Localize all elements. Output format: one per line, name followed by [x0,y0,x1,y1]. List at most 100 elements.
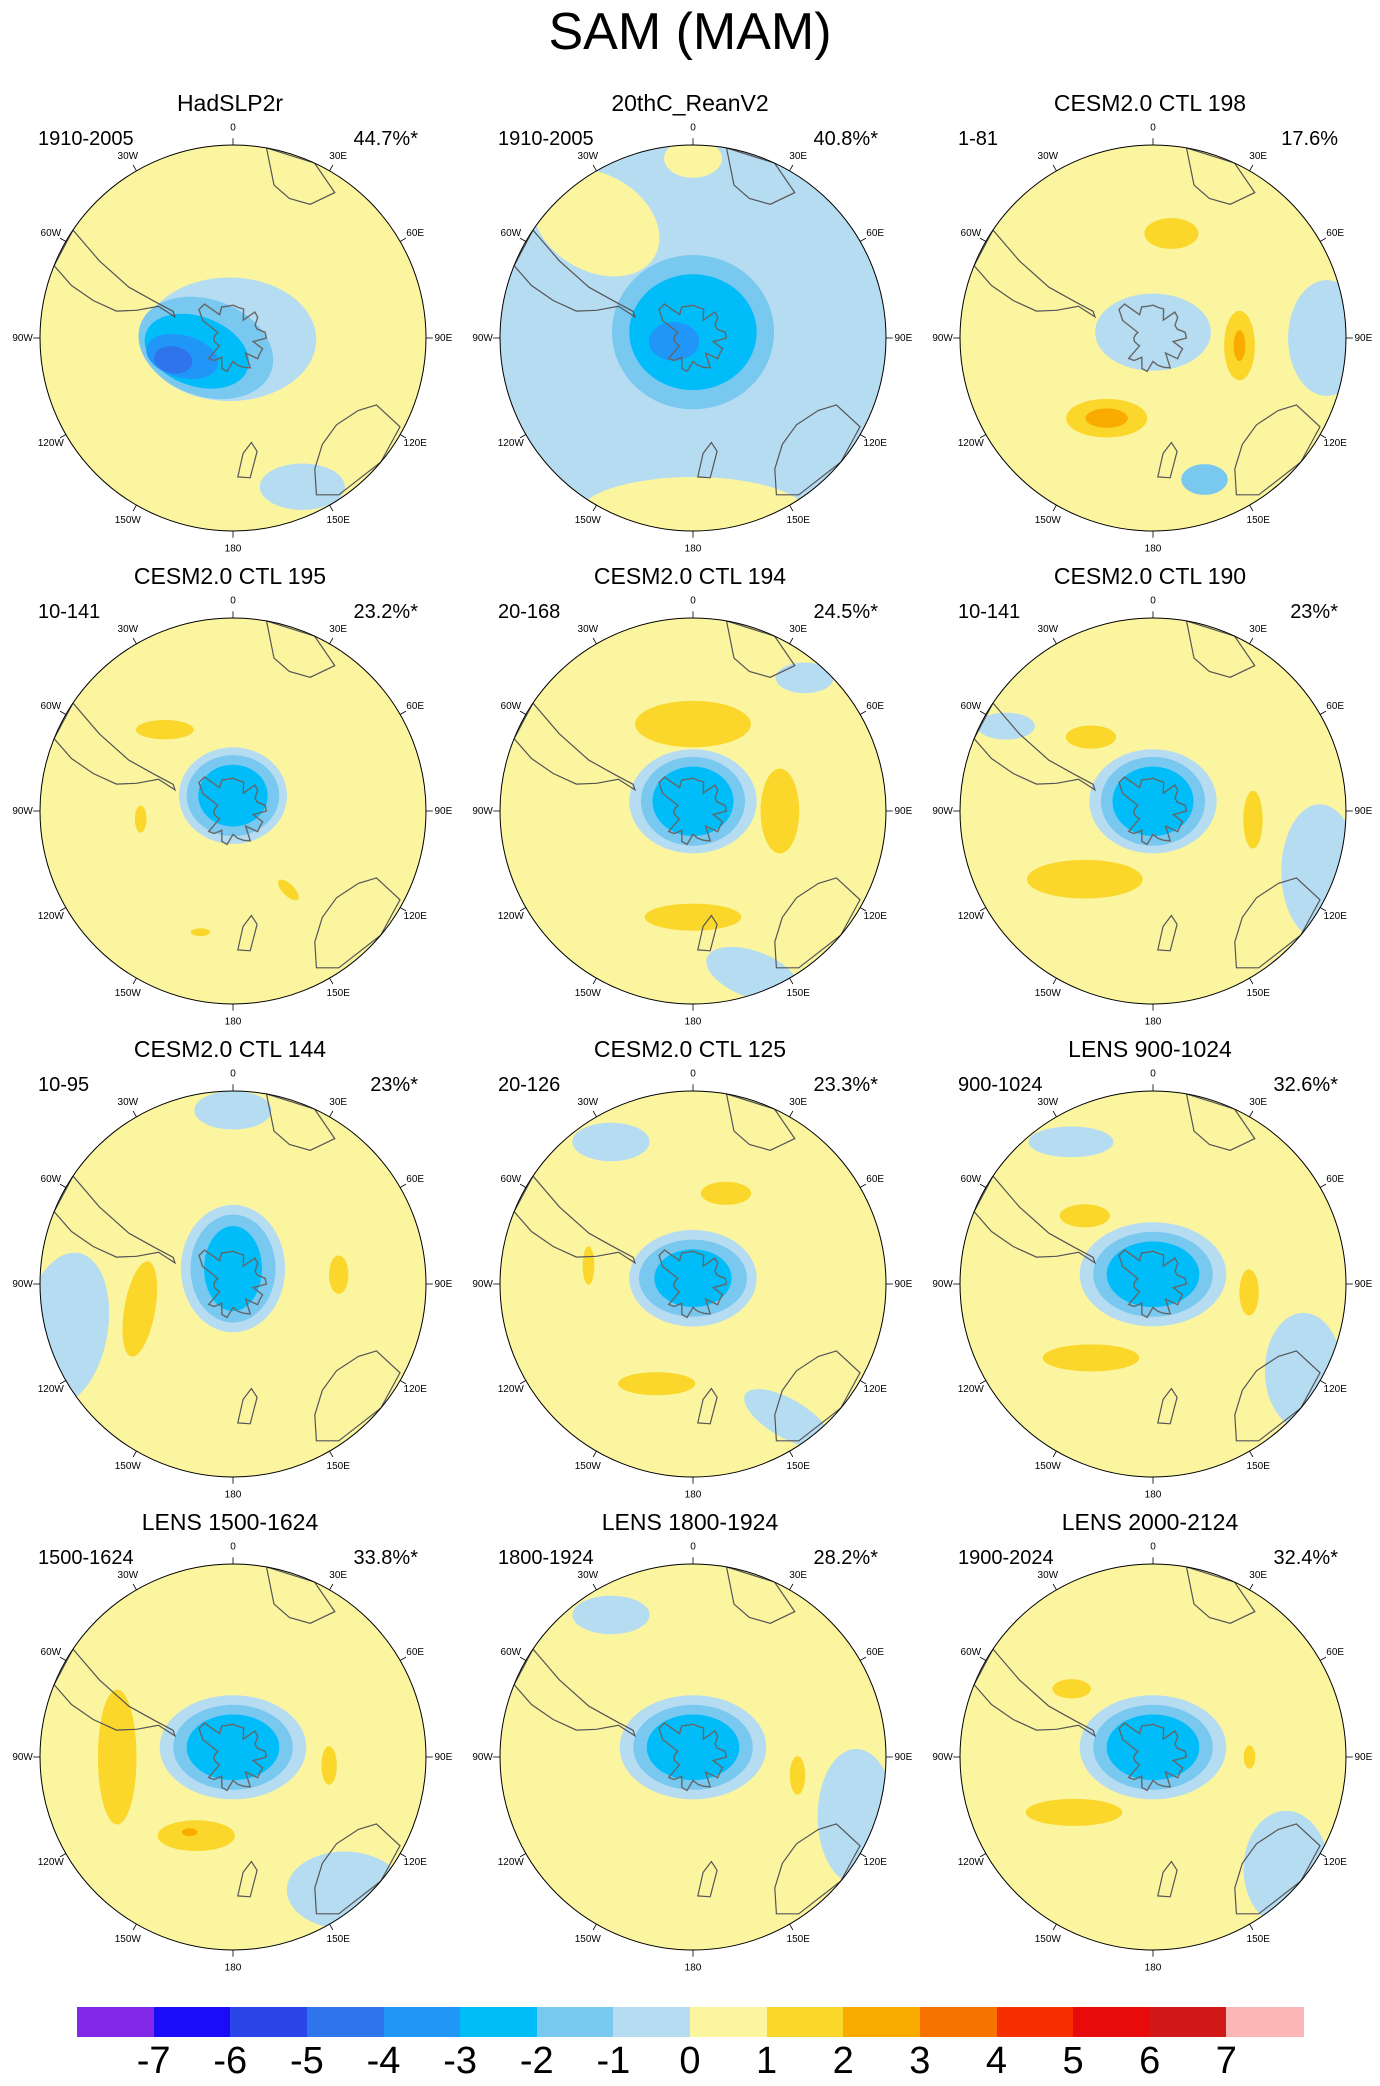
longitude-tick [132,977,137,985]
longitude-label: 120E [404,911,428,922]
longitude-label: 150W [575,1934,602,1945]
longitude-label: 120W [958,911,985,922]
colorbar-swatch [306,2007,384,2037]
longitude-label: 0 [1150,1069,1156,1080]
longitude-label: 150W [115,1461,142,1472]
longitude-label: 150E [1247,1934,1271,1945]
longitude-label: 150W [575,988,602,999]
map-panel: CESM2.0 CTL 190 10-141 23%* 0 30E 60E 90E 120E 1… [920,563,1380,1036]
longitude-label: 30E [329,1097,347,1108]
longitude-label: 150E [327,1934,351,1945]
longitude-label: 90W [472,333,493,344]
colorbar-tick-label: -1 [596,2040,631,2082]
polar-map: 0 30E 60E 90E 120E 150E 180 150W 120W 90W 60W 30W [472,596,912,1028]
australia-coastline [1234,877,1321,969]
longitude-tick [789,1923,794,1931]
longitude-tick [1052,164,1057,172]
longitude-label: 180 [685,1016,702,1027]
longitude-label: 180 [1145,543,1162,554]
longitude-label: 120W [498,438,525,449]
longitude-label: 90W [472,1752,493,1763]
new-zealand-coastline [1157,441,1178,479]
anomaly-contour [278,879,299,901]
colorbar-tick-label: -5 [289,2040,324,2082]
longitude-label: 150W [115,1934,142,1945]
colorbar-tick-label: -6 [213,2040,248,2082]
longitude-label: 90E [895,1752,913,1763]
anomaly-contour [181,1828,198,1837]
longitude-label: 30E [789,1097,807,1108]
colorbar-tick-label: 3 [909,2040,931,2082]
anomaly-contour [618,1372,696,1396]
longitude-tick [59,1853,67,1858]
longitude-label: 30W [578,151,599,162]
longitude-tick [59,710,67,715]
australia-coastline [774,877,861,969]
longitude-label: 120E [404,438,428,449]
longitude-tick [1249,504,1254,512]
map-panel: LENS 2000-2124 1900-2024 32.4%* 0 30E 60E 90E 1… [920,1509,1380,1982]
antarctica-coastline [198,776,268,846]
longitude-tick [979,1656,987,1661]
longitude-tick [519,710,527,715]
australia-coastline [1234,404,1321,496]
longitude-label: 150E [327,515,351,526]
panel-period: 1900-2024 [958,1547,1054,1569]
panel-title: CESM2.0 CTL 198 [1053,90,1247,116]
longitude-tick [789,977,794,985]
longitude-label: 30E [1249,1097,1267,1108]
longitude-tick [592,1923,597,1931]
antarctica-coastline [658,1722,728,1792]
longitude-tick [519,1380,527,1385]
longitude-label: 60E [1326,1647,1344,1658]
australia-coastline [774,1350,861,1442]
longitude-label: 150E [787,1934,811,1945]
longitude-tick [859,1853,867,1858]
longitude-tick [979,434,987,439]
longitude-tick [1249,1583,1254,1591]
longitude-tick [519,1656,527,1661]
longitude-label: 30E [329,624,347,635]
longitude-label: 90W [12,1279,33,1290]
longitude-label: 120W [498,911,525,922]
longitude-label: 60W [961,701,982,712]
longitude-label: 60W [501,701,522,712]
longitude-tick [979,907,987,912]
longitude-label: 120W [958,1857,985,1868]
colorbar-swatch [843,2007,921,2037]
longitude-tick [329,1583,334,1591]
colorbar-tick-label: -3 [443,2040,478,2082]
longitude-label: 30W [578,624,599,635]
longitude-label: 30W [578,1097,599,1108]
longitude-label: 30W [118,151,139,162]
new-zealand-coastline [697,441,718,479]
longitude-tick [1319,434,1327,439]
anomaly-contour [635,700,751,748]
longitude-tick [59,434,67,439]
longitude-label: 120W [958,1384,985,1395]
longitude-tick [132,504,137,512]
antarctica-coastline [198,303,268,373]
longitude-label: 90E [895,333,913,344]
longitude-label: 150E [787,515,811,526]
longitude-tick [59,1183,67,1188]
longitude-tick [1052,1923,1057,1931]
panel-period: 1800-1924 [498,1547,594,1569]
australia-coastline [1234,1823,1321,1915]
longitude-label: 60E [406,1174,424,1185]
map-panel: LENS 900-1024 900-1024 32.6%* 0 30E 60E 90E 120… [920,1036,1380,1509]
longitude-label: 60W [41,228,62,239]
anomaly-contour [1025,1798,1123,1826]
longitude-label: 60W [41,1647,62,1658]
antarctica-coastline [198,1249,268,1319]
australia-coastline [314,877,401,969]
longitude-label: 150E [787,1461,811,1472]
longitude-label: 60W [501,1647,522,1658]
colorbar-tick-label: -7 [136,2040,171,2082]
longitude-tick [329,1110,334,1118]
longitude-label: 120W [38,438,65,449]
anomaly-contour [977,712,1035,740]
longitude-tick [1319,1183,1327,1188]
panel-explained-variance: 23.3%* [813,1074,879,1096]
longitude-label: 90W [12,333,33,344]
